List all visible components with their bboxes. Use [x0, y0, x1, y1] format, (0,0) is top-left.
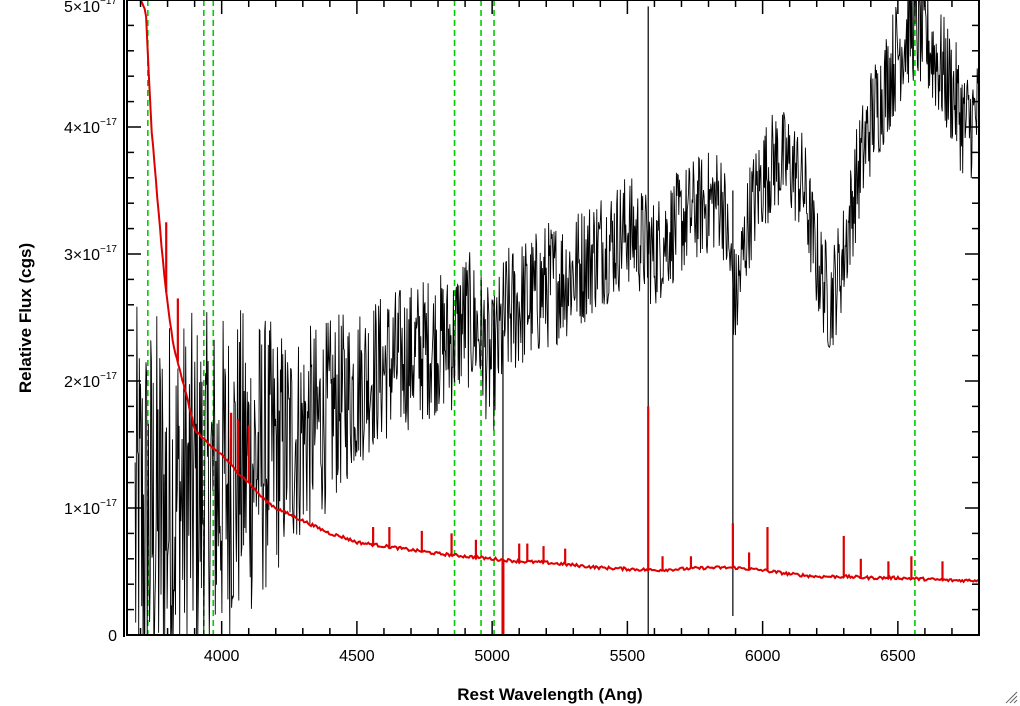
- x-tick-label: 5500: [610, 648, 646, 665]
- x-tick-label: 5000: [474, 648, 510, 665]
- spectrum-series: [134, 0, 979, 635]
- y-tick-label: 1×10−17: [64, 498, 117, 518]
- plot-frame: [123, 0, 980, 637]
- x-axis: 4000 4500 5000 5500 6000 6500: [139, 0, 980, 665]
- resize-grip-icon[interactable]: [1004, 690, 1018, 704]
- x-tick-label: 6000: [745, 648, 781, 665]
- y-tick-label: 2×10−17: [64, 371, 117, 391]
- y-axis-title: Relative Flux (cgs): [16, 243, 35, 393]
- marker-lines: [147, 0, 916, 635]
- plot-border: [126, 0, 980, 636]
- y-tick-label: 3×10−17: [64, 244, 117, 264]
- y-tick-label: 4×10−17: [64, 117, 117, 137]
- error-line: [139, 0, 979, 584]
- y-tick-label: 5×10−17: [64, 0, 117, 16]
- spectrum-line: [134, 0, 979, 635]
- x-axis-title: Rest Wavelength (Ang): [457, 685, 642, 704]
- error-series: [139, 0, 979, 635]
- x-tick-label: 4000: [204, 648, 240, 665]
- x-tick-label: 6500: [880, 648, 916, 665]
- y-axis: 0 1×10−17 2×10−17 3×10−17 4×10−17 5×10−17: [64, 0, 979, 645]
- x-tick-label: 4500: [339, 648, 375, 665]
- y-tick-label: 0: [108, 628, 117, 645]
